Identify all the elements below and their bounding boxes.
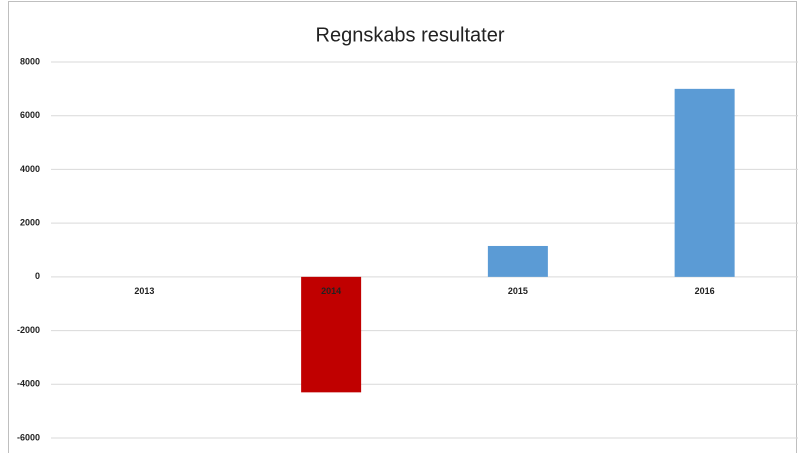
chart-title: Regnskabs resultater [316,24,505,46]
bar [674,88,735,277]
y-tick-label: 2000 [20,218,40,228]
y-tick-label: -4000 [17,379,40,389]
y-tick-label: 0 [35,271,40,281]
y-tick-label: -2000 [17,325,40,335]
y-tick-label: -6000 [17,432,40,442]
chart-frame [8,1,797,453]
bar [487,245,548,277]
y-tick-label: 8000 [20,56,40,66]
y-tick-label: 4000 [20,164,40,174]
y-tick-label: 6000 [20,110,40,120]
x-tick-label: 2014 [321,286,341,296]
bar [301,276,362,393]
x-tick-label: 2015 [508,286,528,296]
x-tick-label: 2013 [134,286,154,296]
x-tick-label: 2016 [695,286,715,296]
